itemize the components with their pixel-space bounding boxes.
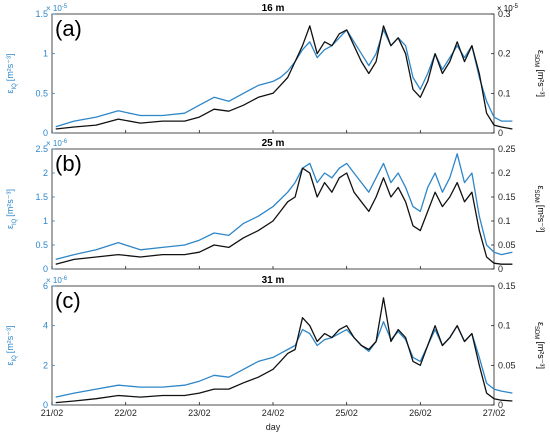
x-tick-label: 25/02	[335, 408, 358, 418]
right-y-tick-label: 0.2	[498, 168, 511, 178]
chart-marks: 0 0.5 1 1.5 0 0.1 0.2 0.3	[35, 9, 513, 138]
x-tick-label: 21/02	[41, 408, 64, 418]
panel-title: 31 m	[262, 275, 285, 286]
left-y-tick-label: 1	[43, 49, 48, 59]
left-axis-exponent: × 10-6	[46, 276, 68, 285]
chart-marks: 21/02 22/02 23/02 24/02 25/02 26/02 27/0202460…	[41, 281, 516, 418]
left-y-tick-label: 2.5	[35, 144, 48, 154]
right-y-tick-label: 0.3	[498, 9, 511, 19]
right-y-tick-label: 0	[498, 264, 503, 274]
right-axis-label: εSDM[m²s⁻³]	[533, 185, 546, 232]
plot-frame	[51, 148, 495, 270]
right-y-tick-label: 0.05	[498, 360, 516, 370]
left-y-tick-label: 6	[43, 281, 48, 291]
left-y-tick-label: 0.5	[35, 240, 48, 250]
right-y-tick-label: 0	[498, 128, 503, 138]
left-y-tick-label: 0	[43, 400, 48, 410]
right-y-tick-label: 0.25	[498, 144, 516, 154]
right-axis-exponent: × 10-5	[497, 4, 519, 13]
left-y-tick-label: 1	[43, 216, 48, 226]
series-line-iq	[55, 321, 513, 398]
left-y-tick-label: 0	[43, 264, 48, 274]
left-axis-label: εIQ[m²s⁻³]	[5, 189, 18, 229]
x-axis-label: day	[266, 422, 281, 432]
panel-title: 25 m	[262, 138, 285, 149]
series-line-iq	[55, 29, 513, 128]
panel-letter: (a)	[55, 16, 82, 41]
series-line-sdm	[55, 167, 513, 265]
right-axis-label: εSDM[m²s⁻³]	[533, 322, 546, 369]
left-y-tick-label: 1.5	[35, 9, 48, 19]
right-axis-label: εSDM[m²s⁻³]	[533, 50, 546, 97]
left-axis-label: εIQ[m²s⁻³]	[5, 325, 18, 365]
right-y-tick-label: 0.1	[498, 321, 511, 331]
panel-a: 16 m (a) × 10-5 × 10-5 εIQ[m²s⁻³] εSDM[m…	[5, 3, 546, 138]
x-tick-label: 26/02	[409, 408, 432, 418]
series-line-sdm	[55, 297, 513, 404]
left-axis-label: εIQ[m²s⁻³]	[5, 53, 18, 93]
left-y-tick-label: 0	[43, 128, 48, 138]
left-axis-exponent: × 10-6	[46, 139, 68, 148]
series-line-iq	[55, 153, 513, 261]
x-tick-label: 23/02	[188, 408, 211, 418]
panel-letter: (b)	[55, 151, 82, 176]
right-y-tick-label: 0.05	[498, 240, 516, 250]
right-y-tick-label: 0.15	[498, 192, 516, 202]
x-tick-label: 22/02	[114, 408, 137, 418]
right-y-tick-label: 0.2	[498, 49, 511, 59]
left-y-tick-label: 1.5	[35, 192, 48, 202]
panel-c: 31 m (c) × 10-6 εIQ[m²s⁻³] εSDM[m²s⁻³] 2…	[5, 275, 546, 418]
left-y-tick-label: 2	[43, 168, 48, 178]
left-y-tick-label: 4	[43, 321, 48, 331]
right-y-tick-label: 0.15	[498, 281, 516, 291]
right-y-tick-label: 0	[498, 400, 503, 410]
series-line-sdm	[55, 25, 513, 130]
right-y-tick-label: 0.1	[498, 216, 511, 226]
x-tick-label: 24/02	[262, 408, 285, 418]
panel-b: 25 m (b) × 10-6 εIQ[m²s⁻³] εSDM[m²s⁻³] 0…	[5, 138, 546, 274]
panel-letter: (c)	[55, 288, 81, 313]
chart-marks: 0 0.5 1 1.5 2 2.5 0 0.05 0.1 0.15 0.2 0.25	[35, 144, 515, 274]
left-axis-exponent: × 10-5	[46, 4, 68, 13]
x-tick-label: 27/02	[483, 408, 506, 418]
left-y-tick-label: 0.5	[35, 88, 48, 98]
left-y-tick-label: 2	[43, 360, 48, 370]
panel-title: 16 m	[262, 3, 285, 14]
right-y-tick-label: 0.1	[498, 88, 511, 98]
